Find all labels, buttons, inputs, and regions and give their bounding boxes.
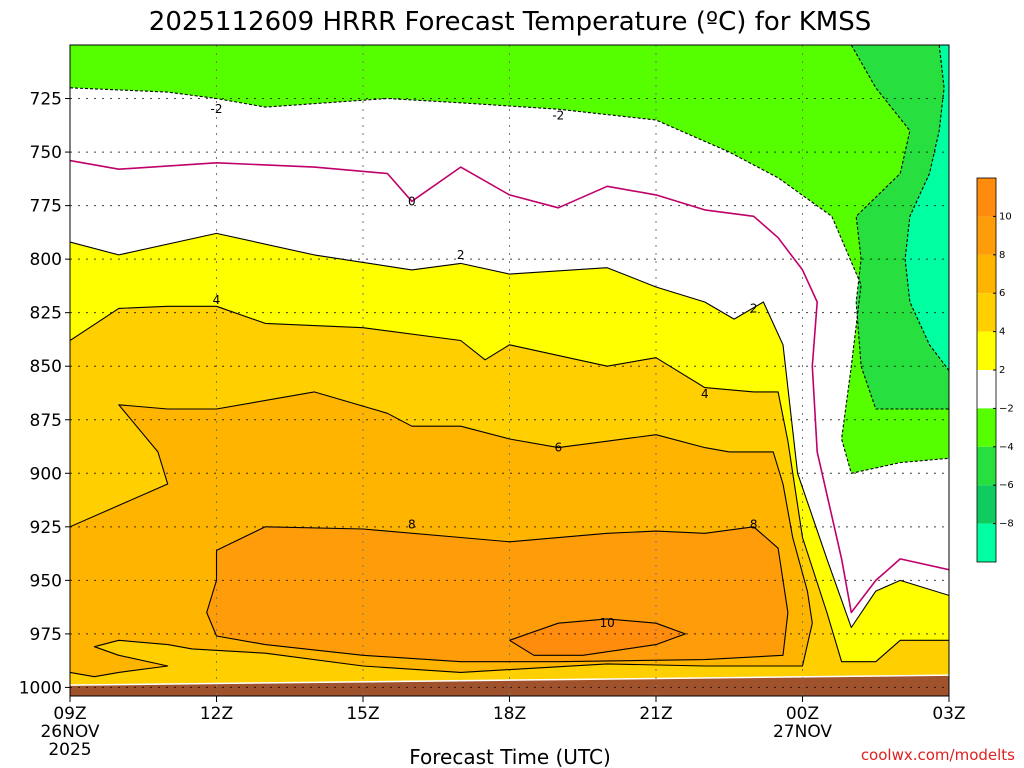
temp-region-7 [206,526,788,662]
y-tick-label-800: 800 [30,250,62,270]
y-tick-label-750: 750 [30,143,62,163]
x-tick-year-09Z: 2025 [48,740,91,760]
y-tick-label-825: 825 [30,304,62,324]
isotherm-label-4-1: 4 [701,387,709,401]
isotherm-6 [70,391,813,678]
isotherm-4 [70,305,949,663]
isotherm-2 [70,232,949,629]
isotherm--4 [850,45,949,410]
y-tick-label-975: 975 [30,625,62,645]
colorbar-swatch-6 [977,408,996,447]
isotherm-label-4-0: 4 [213,293,221,307]
isotherm-label-6-0: 6 [555,441,563,455]
y-tick-label-875: 875 [30,411,62,431]
x-tick-date-09Z: 26NOV [40,722,99,742]
colorbar-swatch-2 [977,254,996,294]
isotherm-lines [70,45,949,678]
y-tick-label-900: 900 [30,464,62,484]
x-tick-label-03Z: 03Z [932,704,965,724]
isotherm-label-2-0: 2 [457,248,465,262]
colorbar-swatch-5 [977,370,996,409]
colorbar-label-0: 10 [999,211,1012,222]
y-tick-label-950: 950 [30,571,62,591]
credit-text: coolwx.com/modelts [861,746,1015,764]
colorbar-label-2: 6 [999,288,1005,299]
isotherm-label-10-0: 10 [600,616,615,630]
isotherm--6 [904,45,949,371]
colorbar-label-1: 8 [999,250,1005,261]
x-axis-label: Forecast Time (UTC) [409,745,611,768]
colorbar-label-4: 2 [999,365,1005,376]
colorbar-label-3: 4 [999,327,1005,338]
colorbar-swatch-3 [977,293,996,332]
x-tick-label-09Z: 09Z [53,704,86,724]
colorbar-label-5: −2 [999,403,1014,414]
isotherm-8 [206,526,789,663]
colorbar-label-6: −4 [999,442,1014,453]
colorbar-swatch-7 [977,446,996,486]
temp-region-1 [70,45,949,474]
temp-region-3 [905,45,949,371]
x-tick-label-15Z: 15Z [346,704,379,724]
y-axis: 725 750 775 800 825 850 875 900 925 950 975 1000 [19,90,70,698]
isotherm-label-0-0: 0 [408,194,416,208]
colorbar-swatch-8 [977,485,996,524]
colorbar-label-8: −8 [999,519,1014,530]
chart-title: 2025112609 HRRR Forecast Temperature (ºC… [149,7,871,37]
x-tick-label-21Z: 21Z [639,704,672,724]
y-tick-label-1000: 1000 [19,678,62,698]
colorbar-swatch-9 [977,523,996,562]
y-tick-label-725: 725 [30,90,62,110]
isotherm--2 [70,87,949,474]
y-tick-label-775: 775 [30,197,62,217]
y-tick-label-925: 925 [30,518,62,538]
isotherm-label-8-1: 8 [750,518,758,532]
isotherm-label-2-1: 2 [750,301,758,315]
colorbar-swatch-4 [977,331,996,370]
x-tick-label-12Z: 12Z [200,704,233,724]
y-tick-label-850: 850 [30,357,62,377]
colorbar: 10 8 6 4 2 −2 −4 −6 −8 [976,177,1014,563]
isotherm-labels: 2 2 4 4 6 8 8 10 0 -2 -2 [211,102,758,630]
plot-area: 2 2 4 4 6 8 8 10 0 -2 -2 [70,45,949,696]
x-tick-label-18Z: 18Z [493,704,526,724]
colorbar-swatch-1 [977,216,996,255]
ground-edge [70,674,949,686]
isotherm-10 [509,618,686,656]
isotherm-0 [70,159,949,614]
colorbar-label-7: −6 [999,480,1014,491]
isotherm-label-8-0: 8 [408,518,416,532]
x-tick-date-00Z: 27NOV [773,722,832,742]
isotherm-label--2-1: -2 [552,109,564,123]
isotherm-label--2-0: -2 [211,102,223,116]
colorbar-swatch-0 [977,178,996,217]
x-tick-label-00Z: 00Z [786,704,819,724]
